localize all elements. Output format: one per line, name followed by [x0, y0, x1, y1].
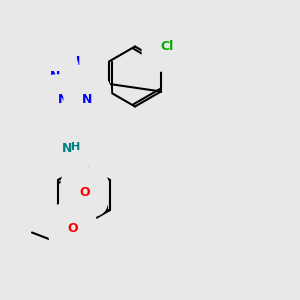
Text: O: O: [79, 185, 90, 199]
Text: O: O: [62, 104, 73, 118]
Text: N: N: [58, 93, 68, 106]
Text: Cl: Cl: [160, 40, 174, 53]
Text: H: H: [71, 142, 80, 152]
Text: N: N: [50, 70, 60, 83]
Text: O: O: [67, 221, 78, 235]
Text: N: N: [62, 142, 73, 155]
Text: N: N: [82, 93, 92, 106]
Text: N: N: [70, 55, 80, 68]
